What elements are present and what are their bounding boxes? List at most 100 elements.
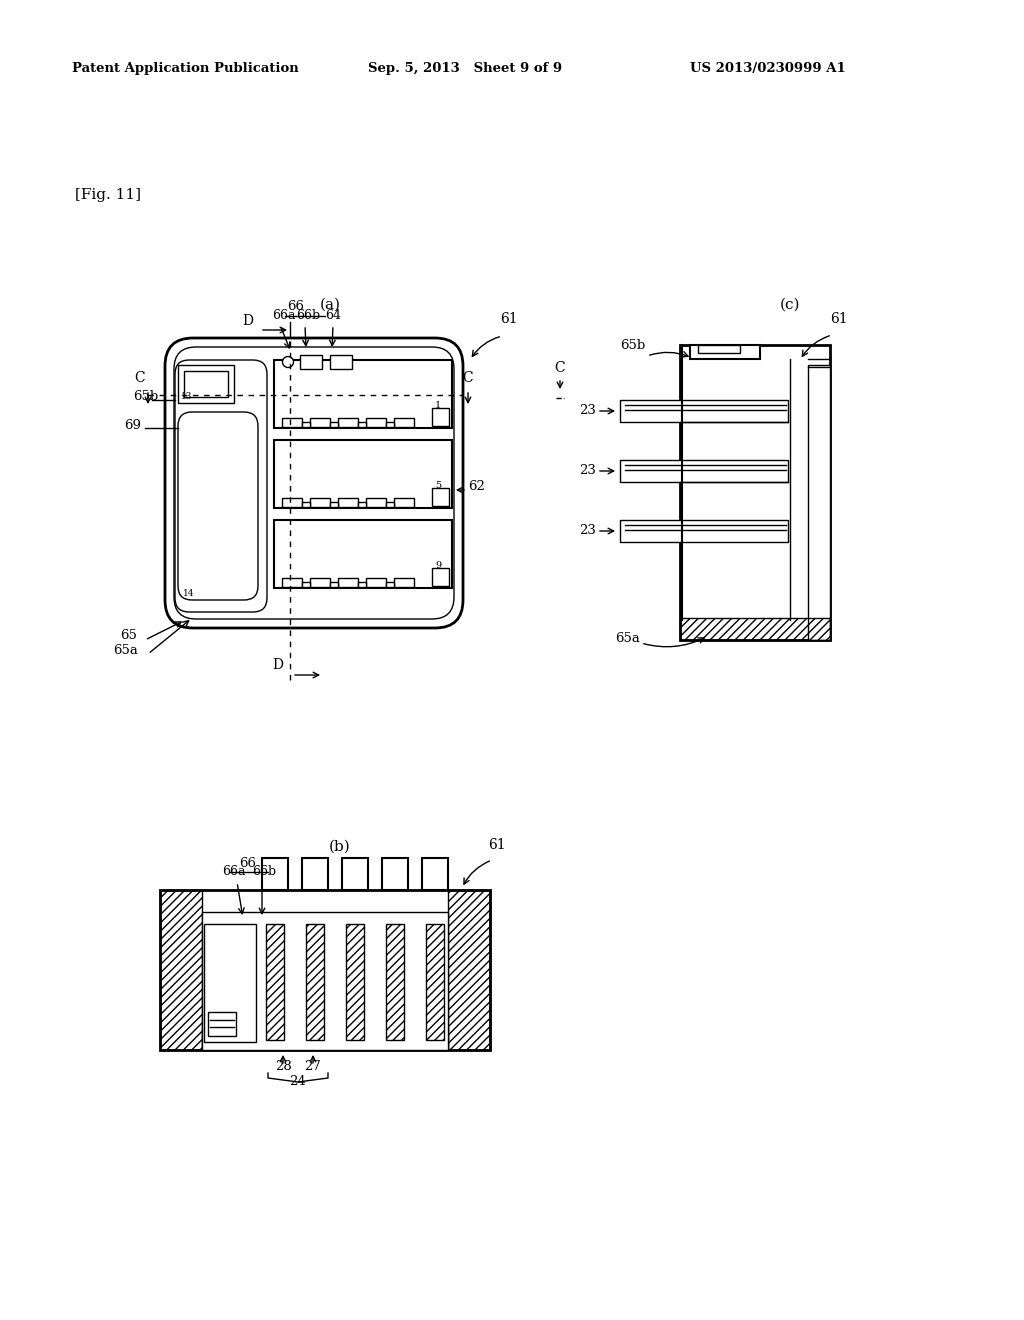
Text: (a): (a) bbox=[319, 298, 341, 312]
Bar bbox=[310, 418, 330, 426]
Bar bbox=[449, 890, 490, 1049]
Bar bbox=[422, 858, 449, 890]
Text: 1: 1 bbox=[435, 401, 441, 411]
Text: D: D bbox=[272, 657, 283, 672]
Bar bbox=[394, 418, 414, 426]
Text: 24: 24 bbox=[290, 1074, 306, 1088]
Bar bbox=[266, 924, 284, 1040]
Text: 66a: 66a bbox=[272, 309, 296, 322]
Text: D: D bbox=[242, 314, 253, 327]
Bar bbox=[306, 924, 324, 1040]
Bar bbox=[342, 858, 368, 890]
FancyBboxPatch shape bbox=[178, 412, 258, 601]
Bar bbox=[358, 582, 366, 587]
Bar bbox=[302, 502, 310, 507]
Text: 69: 69 bbox=[124, 418, 141, 432]
Bar bbox=[358, 502, 366, 507]
Bar bbox=[690, 345, 760, 359]
Bar bbox=[386, 422, 394, 426]
Circle shape bbox=[283, 356, 294, 367]
Text: 28: 28 bbox=[274, 1060, 292, 1073]
Bar bbox=[680, 345, 830, 640]
Text: 9: 9 bbox=[435, 561, 441, 570]
Text: 65b: 65b bbox=[133, 389, 159, 403]
FancyBboxPatch shape bbox=[165, 338, 463, 628]
Bar bbox=[282, 498, 302, 507]
Bar bbox=[330, 502, 338, 507]
Bar bbox=[160, 890, 202, 1049]
Bar bbox=[382, 858, 408, 890]
Bar bbox=[330, 582, 338, 587]
Bar bbox=[366, 578, 386, 587]
Text: (c): (c) bbox=[779, 298, 800, 312]
Text: Sep. 5, 2013   Sheet 9 of 9: Sep. 5, 2013 Sheet 9 of 9 bbox=[368, 62, 562, 75]
Text: 65a: 65a bbox=[615, 632, 640, 645]
Text: 14: 14 bbox=[183, 589, 195, 598]
Bar bbox=[366, 418, 386, 426]
Text: 23: 23 bbox=[580, 524, 596, 537]
Bar bbox=[274, 360, 452, 428]
Bar bbox=[620, 520, 788, 543]
Text: 23: 23 bbox=[580, 404, 596, 417]
Text: C: C bbox=[135, 371, 145, 385]
Bar bbox=[620, 400, 788, 422]
Bar bbox=[310, 498, 330, 507]
Bar bbox=[338, 498, 358, 507]
Text: [Fig. 11]: [Fig. 11] bbox=[75, 187, 141, 202]
Bar bbox=[808, 366, 830, 640]
Text: 64: 64 bbox=[325, 309, 341, 322]
Text: 62: 62 bbox=[468, 479, 485, 492]
Bar bbox=[386, 582, 394, 587]
Text: 13: 13 bbox=[181, 392, 193, 401]
Bar bbox=[330, 355, 352, 370]
Text: 65b: 65b bbox=[620, 339, 645, 352]
Text: C: C bbox=[555, 360, 565, 375]
Bar bbox=[208, 1012, 236, 1036]
Bar bbox=[386, 924, 404, 1040]
Bar bbox=[202, 1028, 449, 1049]
Text: 23: 23 bbox=[580, 465, 596, 478]
Bar bbox=[274, 440, 452, 508]
Bar bbox=[300, 355, 322, 370]
Text: 66b: 66b bbox=[252, 865, 276, 878]
Bar bbox=[330, 422, 338, 426]
Text: 5: 5 bbox=[435, 480, 441, 490]
Text: Patent Application Publication: Patent Application Publication bbox=[72, 62, 299, 75]
Bar bbox=[394, 578, 414, 587]
Bar bbox=[338, 578, 358, 587]
Text: (b): (b) bbox=[329, 840, 351, 854]
Bar bbox=[302, 422, 310, 426]
Text: 65a: 65a bbox=[113, 644, 138, 657]
Text: 66a: 66a bbox=[222, 865, 246, 878]
Text: 66b: 66b bbox=[296, 309, 321, 322]
Bar bbox=[346, 924, 364, 1040]
Bar bbox=[302, 858, 328, 890]
Text: 65: 65 bbox=[120, 630, 137, 642]
Bar bbox=[620, 459, 788, 482]
Bar bbox=[432, 488, 449, 506]
Bar bbox=[680, 618, 830, 640]
Text: 61: 61 bbox=[500, 312, 517, 326]
FancyBboxPatch shape bbox=[175, 360, 267, 612]
Bar bbox=[394, 498, 414, 507]
Bar bbox=[338, 418, 358, 426]
Bar bbox=[698, 345, 740, 352]
Bar bbox=[282, 578, 302, 587]
Text: 66: 66 bbox=[240, 857, 256, 870]
Text: 66: 66 bbox=[287, 300, 304, 313]
Text: C: C bbox=[463, 371, 473, 385]
Bar bbox=[202, 912, 449, 1049]
Bar bbox=[184, 371, 228, 397]
Bar bbox=[310, 578, 330, 587]
Text: 61: 61 bbox=[488, 838, 506, 851]
Text: 61: 61 bbox=[830, 312, 848, 326]
Bar bbox=[262, 858, 288, 890]
Bar bbox=[160, 890, 490, 1049]
Bar bbox=[426, 924, 444, 1040]
Text: US 2013/0230999 A1: US 2013/0230999 A1 bbox=[690, 62, 846, 75]
Bar bbox=[274, 520, 452, 587]
Text: 27: 27 bbox=[304, 1060, 322, 1073]
Bar bbox=[366, 498, 386, 507]
Bar bbox=[302, 582, 310, 587]
Bar bbox=[204, 924, 256, 1041]
